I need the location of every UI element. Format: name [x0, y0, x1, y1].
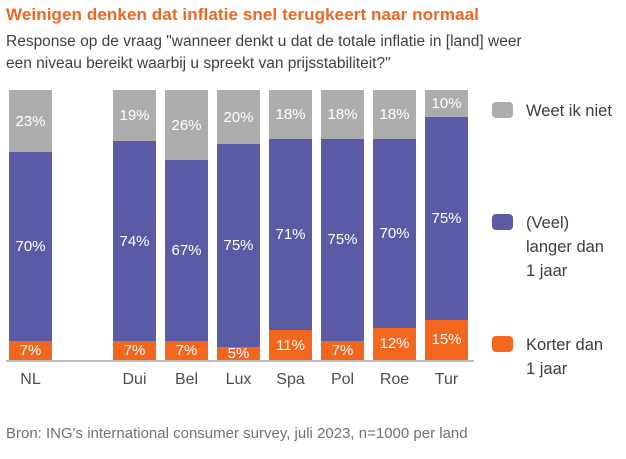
bar-segment: 12%	[373, 327, 416, 360]
bars-row: 23% 70% 7% 19% 74% 7% 26% 67% 7% 20% 75% 5% 18% 71% 11…	[6, 90, 474, 360]
bar-segment: 18%	[321, 90, 364, 139]
stacked-bar-dui: 19% 74% 7%	[113, 90, 156, 360]
x-axis-label-tur: Tur	[434, 371, 459, 388]
x-axis-label-dui: Dui	[122, 371, 147, 388]
chart-subtitle: Response op de vraag "wanneer denkt u da…	[6, 33, 522, 72]
stacked-bar-tur: 10% 75% 15%	[425, 90, 468, 360]
bar-segment: 7%	[113, 341, 156, 360]
bar-segment: 7%	[9, 341, 52, 360]
x-axis-label-roe: Roe	[379, 371, 410, 388]
bar-segment: 75%	[321, 138, 364, 342]
x-axis-labels: NL Dui Bel Lux Spa Pol Roe Tur	[6, 371, 618, 389]
bar-segment: 26%	[165, 90, 208, 161]
bar-segment: 23%	[9, 90, 52, 153]
bar-segment: 10%	[425, 90, 468, 117]
legend-swatch-gray	[492, 102, 513, 118]
x-axis-spacer	[61, 371, 104, 389]
bar-segment: 75%	[217, 144, 260, 347]
legend-label: (Veel) langer dan 1 jaar	[526, 214, 604, 280]
x-axis-label-pol: Pol	[330, 371, 355, 388]
chart-section: 23% 70% 7% 19% 74% 7% 26% 67% 7% 20% 75% 5% 18% 71% 11…	[6, 90, 618, 395]
bar-segment: 5%	[217, 346, 260, 360]
bar-segment: 74%	[113, 141, 156, 342]
bar-segment: 67%	[165, 160, 208, 342]
bar-segment: 11%	[269, 330, 312, 360]
legend-item-langer-dan-1-jaar: (Veel) langer dan 1 jaar	[492, 212, 604, 284]
legend-label: Weet ik niet	[526, 102, 612, 120]
chart-title: Weinigen denken dat inflatie snel terugk…	[6, 5, 480, 24]
stacked-bar-spa: 18% 71% 11%	[269, 90, 312, 360]
stacked-bar-nl: 23% 70% 7%	[9, 90, 52, 360]
bar-segment: 7%	[321, 341, 364, 360]
bar-segment: 20%	[217, 90, 260, 144]
legend-swatch-purple	[492, 214, 513, 230]
x-axis-label-spa: Spa	[276, 371, 305, 388]
stacked-bar-lux: 20% 75% 5%	[217, 90, 260, 360]
stacked-bar-bel: 26% 67% 7%	[165, 90, 208, 360]
stacked-bar-pol: 18% 75% 7%	[321, 90, 364, 360]
bar-segment: 18%	[269, 90, 312, 139]
x-axis-label-lux: Lux	[225, 371, 252, 388]
x-axis-label-bel: Bel	[174, 371, 199, 388]
bar-segment: 7%	[165, 341, 208, 360]
legend-item-korter-dan-1-jaar: Korter dan 1 jaar	[492, 334, 603, 382]
bar-segment: 70%	[9, 152, 52, 342]
bar-segment: 15%	[425, 319, 468, 360]
bar-segment: 18%	[373, 90, 416, 139]
bar-group-spacer	[61, 90, 104, 360]
bar-segment: 19%	[113, 90, 156, 142]
legend-label: Korter dan 1 jaar	[526, 336, 604, 378]
plot-area: 23% 70% 7% 19% 74% 7% 26% 67% 7% 20% 75% 5% 18% 71% 11…	[6, 90, 474, 362]
source-note: Bron: ING's international consumer surve…	[6, 425, 468, 442]
legend-swatch-orange	[492, 336, 513, 352]
stacked-bar-roe: 18% 70% 12%	[373, 90, 416, 360]
bar-segment: 70%	[373, 138, 416, 328]
legend-item-weet-ik-niet: Weet ik niet	[492, 100, 612, 124]
x-axis-label-nl: NL	[20, 371, 41, 388]
bar-segment: 75%	[425, 117, 468, 320]
bar-segment: 71%	[269, 138, 312, 331]
